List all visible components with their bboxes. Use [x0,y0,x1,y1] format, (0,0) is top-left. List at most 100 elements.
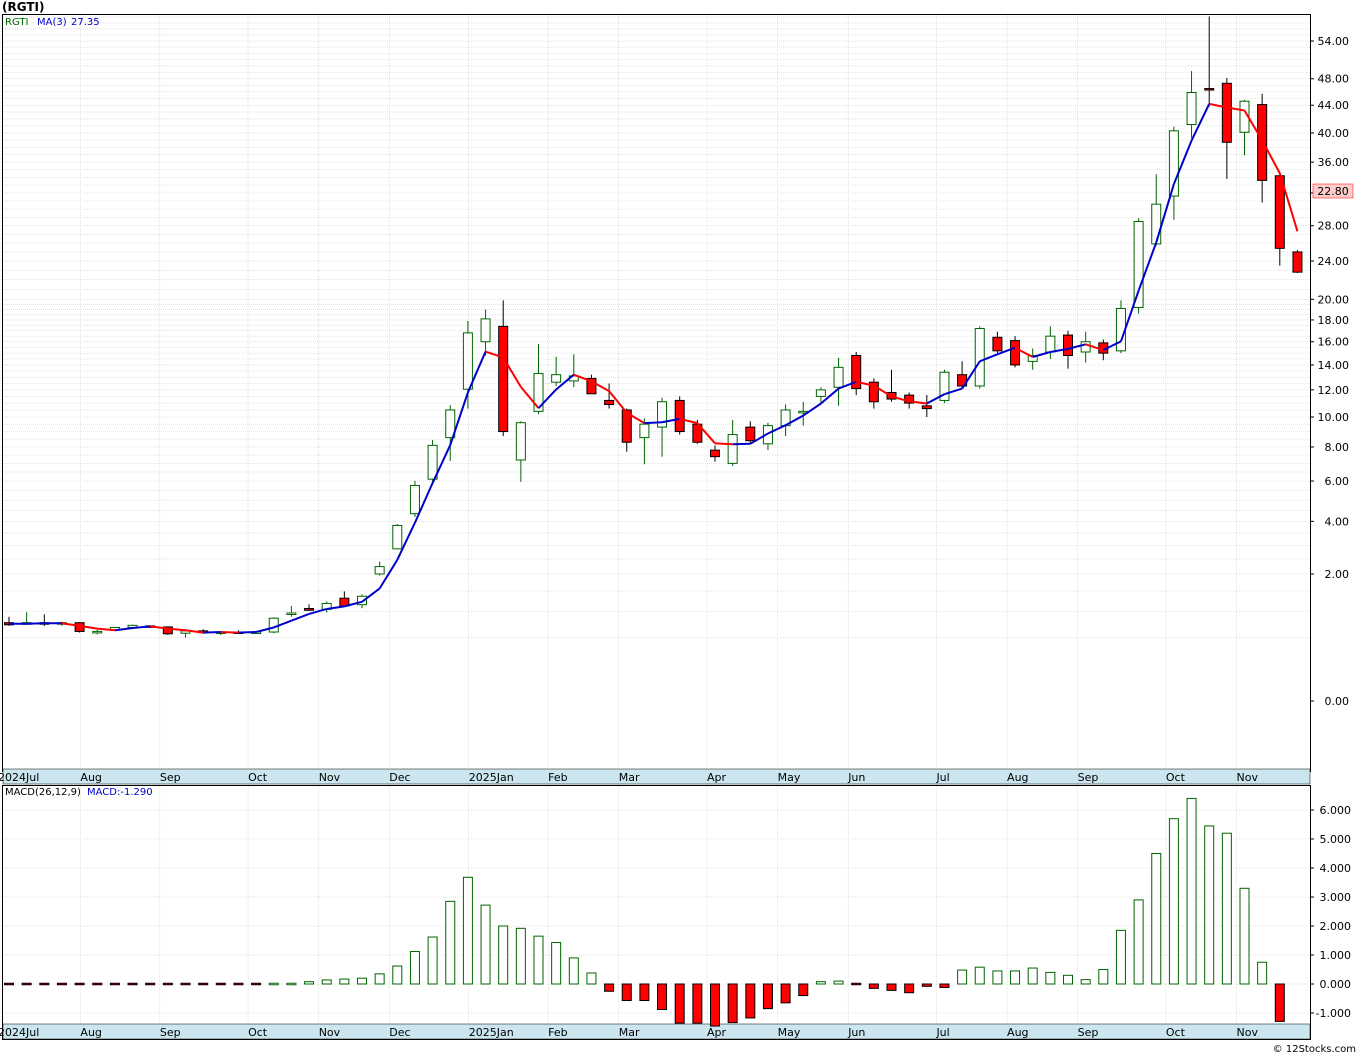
candle-body [1186,92,1197,126]
macd-tick-label: 1.000 [1320,949,1352,962]
macd-bar [674,983,685,1024]
candle-body [1045,335,1056,353]
price-grid [0,15,1310,769]
x-tick-label: Oct [1166,771,1186,784]
macd-x-tick-label: Jul [935,1026,949,1039]
chart-title: (RGTI) [2,0,45,14]
macd-bar [974,966,985,985]
macd-x-tick-label: Aug [80,1026,101,1039]
macd-bar [39,982,50,986]
macd-bar [357,977,367,985]
candle-body [1292,251,1303,273]
macd-bar [56,982,67,986]
ma-segment [485,350,504,359]
macd-bar [639,983,650,1002]
macd-legend-label: MACD(26,12,9) [5,787,81,798]
candle-body [480,318,491,343]
macd-bar [180,982,191,986]
macd-bar [1010,970,1021,985]
ma-segment [150,625,168,630]
ma-segment [608,390,628,414]
candle-body [304,608,315,611]
x-tick-label: 2024Jul [0,771,39,784]
ma-segment [466,351,487,393]
macd-bar [533,935,544,985]
macd-bar [586,972,597,985]
ma-segment [502,356,522,388]
ma-segment [1085,343,1104,351]
price-tick-label: 44.00 [1318,99,1350,112]
macd-bar [162,982,173,986]
ma-segment [1243,109,1264,141]
macd-bar [268,982,279,986]
candle-body [1010,340,1021,366]
ma-segment [167,627,186,632]
candle-body [762,425,773,445]
legend-ma-value: 27.35 [71,17,100,28]
candle-body [939,371,950,401]
ma-segment [537,388,557,409]
macd-x-tick-label: Nov [1237,1026,1259,1039]
candle-body [833,366,844,388]
ma-segment [1032,351,1051,358]
ma-segment [1278,172,1299,232]
ma-segment [431,444,452,484]
ma-segment [661,417,680,424]
macd-bar [551,942,562,985]
price-tick-label: 24.00 [1318,255,1350,268]
ma-segment [97,627,115,632]
macd-bar [1027,967,1038,985]
ma-segment [185,629,204,634]
price-tick-label: 28.00 [1318,220,1350,233]
candle-body [815,389,826,397]
ma-segment [749,432,769,445]
macd-bar [851,982,862,986]
candle-body [374,566,385,575]
macd-bar [1257,961,1268,985]
macd-bar [710,983,720,1027]
x-tick-label: Sep [1078,771,1099,784]
legend-symbol: RGTI [5,17,28,28]
macd-bar [1045,971,1056,985]
ma-segment [555,373,575,391]
macd-bar [762,983,773,1010]
macd-bar [1080,979,1091,985]
macd-bar [498,925,509,985]
ma-segment [1190,103,1211,142]
macd-bar [286,982,297,986]
macd-x-tick-label: May [778,1026,801,1039]
macd-tick-label: 4.000 [1320,862,1352,875]
macd-grid [0,786,1310,1024]
macd-bars [4,797,1285,1027]
candle-body [1221,82,1232,143]
candle-body [1133,221,1144,308]
macd-bar [692,983,703,1024]
candle-body [1080,341,1091,353]
candle-body [868,381,879,403]
x-tick-label: Aug [1007,771,1028,784]
macd-bar [921,983,932,987]
macd-x-tick-label: Oct [1166,1026,1186,1039]
macd-bar [939,983,950,988]
price-tick-label: 8.00 [1325,441,1350,454]
macd-tick-label: 3.000 [1320,891,1352,904]
candle-body [974,328,985,387]
candle-body [586,377,597,395]
ma-segment [1226,106,1245,112]
ma-segment [414,482,434,524]
candle-body [286,612,297,615]
ma-segment [679,417,698,425]
ma-segment [785,414,804,427]
macd-bar [1221,832,1232,985]
candle-body [392,524,403,550]
ma-segment [26,622,45,625]
ma-segment [61,622,80,627]
macd-bar [780,983,791,1004]
x-tick-label: Jul [935,771,949,784]
candle-body [1168,130,1179,197]
macd-bar [745,983,756,1019]
macd-bar [904,983,915,994]
ma-segment [696,422,716,444]
ma-segment [344,600,363,608]
